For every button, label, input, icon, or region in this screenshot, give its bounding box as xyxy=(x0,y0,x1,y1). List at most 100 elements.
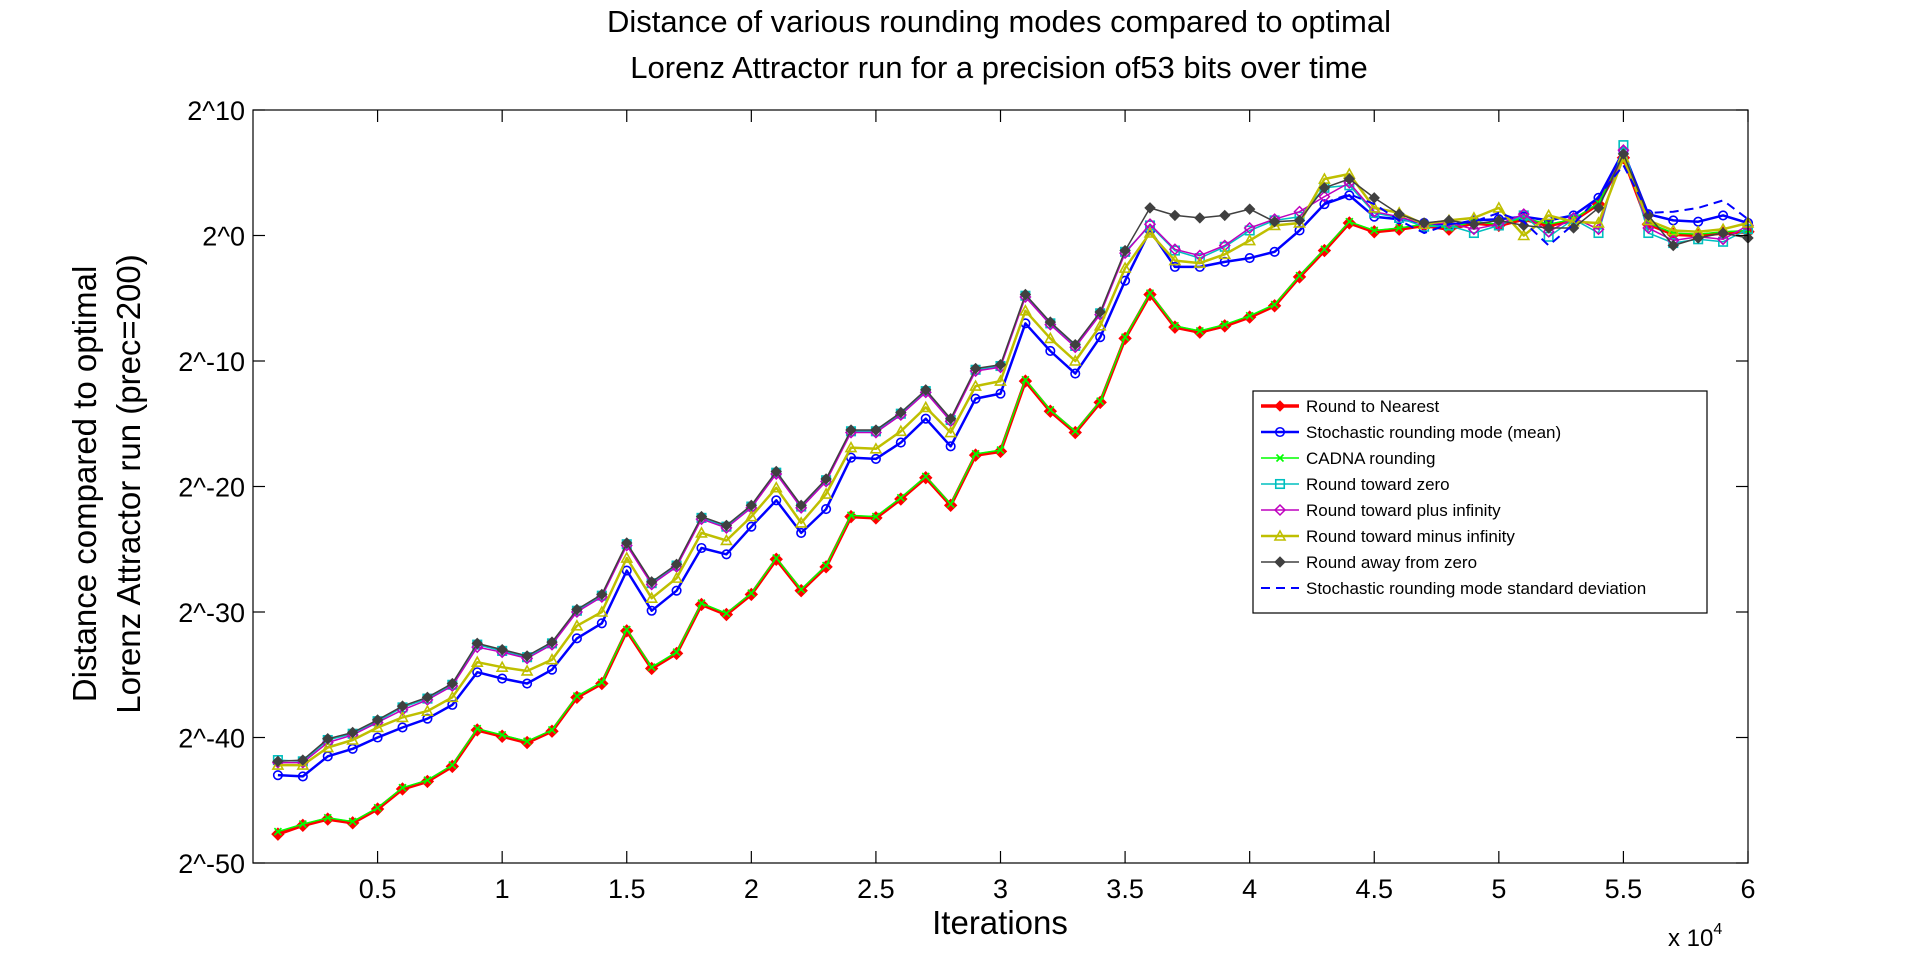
legend-item-4: Round toward plus infinity xyxy=(1261,501,1501,520)
data-point-5-54 xyxy=(1617,151,1630,163)
data-point-5-44 xyxy=(1367,201,1381,213)
data-point-2-4 xyxy=(373,803,382,812)
legend: Round to Nearest Stochastic rounding mode… xyxy=(1252,390,1708,614)
data-point-6-49 xyxy=(1493,214,1505,227)
data-point-5-23 xyxy=(844,440,858,453)
data-point-2-39 xyxy=(1245,311,1254,320)
data-point-1-33 xyxy=(1095,332,1106,343)
data-point-0-29 xyxy=(993,444,1008,459)
data-point-5-56 xyxy=(1666,223,1680,236)
data-point-5-12 xyxy=(570,619,584,631)
data-point-5-5 xyxy=(396,710,409,723)
data-point-4-37 xyxy=(1193,249,1206,262)
data-point-6-21 xyxy=(795,499,807,512)
legend-label-6: Round away from zero xyxy=(1306,553,1477,572)
data-point-2-16 xyxy=(672,648,681,657)
data-point-5-6 xyxy=(421,704,434,716)
data-point-5-37 xyxy=(1193,256,1207,268)
x-axis-multiplier-base: x 10 xyxy=(1668,925,1713,952)
data-point-5-3 xyxy=(346,733,360,745)
data-point-0-40 xyxy=(1267,299,1282,313)
data-point-2-2 xyxy=(323,813,332,822)
data-point-5-22 xyxy=(819,487,833,499)
data-point-1-16 xyxy=(671,585,682,596)
data-point-1-10 xyxy=(522,678,533,689)
legend-label-7: Stochastic rounding mode standard deviat… xyxy=(1306,579,1646,598)
legend-box xyxy=(1252,390,1708,614)
data-point-5-27 xyxy=(944,425,958,438)
legend-item-2: CADNA rounding xyxy=(1261,449,1435,468)
data-point-6-5 xyxy=(396,700,409,712)
data-point-6-30 xyxy=(1019,288,1032,301)
data-point-6-39 xyxy=(1243,203,1256,215)
data-point-6-33 xyxy=(1094,306,1106,318)
x-tick-label-10: 5.5 xyxy=(1605,874,1643,904)
data-point-5-16 xyxy=(670,571,683,583)
data-point-2-3 xyxy=(348,817,357,826)
x-tick-label-2: 1.5 xyxy=(608,874,646,904)
data-point-1-17 xyxy=(696,542,707,554)
data-point-5-50 xyxy=(1517,228,1531,241)
data-point-5-36 xyxy=(1168,253,1182,266)
data-point-6-54 xyxy=(1617,148,1630,160)
data-point-2-1 xyxy=(298,820,307,829)
data-point-6-0 xyxy=(272,755,284,768)
data-point-0-7 xyxy=(445,759,460,774)
legend-label-2: CADNA rounding xyxy=(1306,449,1435,468)
legend-swatch-marker-4 xyxy=(1273,503,1287,517)
data-point-6-7 xyxy=(446,677,459,690)
data-point-6-38 xyxy=(1219,209,1231,222)
legend-item-0: Round to Nearest xyxy=(1261,397,1440,416)
y-tick-label-5: 2^0 xyxy=(202,222,245,252)
data-point-0-36 xyxy=(1168,320,1182,334)
data-point-5-38 xyxy=(1218,247,1232,260)
data-point-5-33 xyxy=(1093,319,1107,331)
data-point-1-0 xyxy=(272,770,283,781)
x-tick-label-6: 3.5 xyxy=(1106,874,1144,904)
data-point-1-19 xyxy=(746,521,757,532)
data-point-5-24 xyxy=(869,442,883,454)
data-point-1-24 xyxy=(870,453,881,464)
data-point-5-55 xyxy=(1641,213,1655,226)
y-tick-label-0: 2^-50 xyxy=(178,849,245,879)
legend-swatch-marker-6 xyxy=(1274,556,1286,568)
data-point-2-40 xyxy=(1270,300,1279,309)
data-point-2-22 xyxy=(822,561,831,570)
data-point-1-20 xyxy=(771,495,782,506)
data-point-6-13 xyxy=(596,588,608,601)
data-point-1-25 xyxy=(895,437,906,448)
series-line-7 xyxy=(1324,164,1749,247)
data-point-5-29 xyxy=(994,374,1007,386)
legend-label-1: Stochastic rounding mode (mean) xyxy=(1306,423,1561,442)
data-point-0-16 xyxy=(669,646,684,661)
data-point-6-47 xyxy=(1443,214,1455,227)
data-point-6-27 xyxy=(944,413,957,425)
data-point-6-2 xyxy=(322,733,334,745)
data-point-1-18 xyxy=(721,549,732,560)
data-point-6-8 xyxy=(471,637,483,650)
data-point-6-29 xyxy=(994,359,1007,371)
data-point-6-34 xyxy=(1119,244,1131,257)
data-point-2-25 xyxy=(896,493,905,502)
data-point-1-58 xyxy=(1718,210,1729,221)
data-point-2-17 xyxy=(697,599,706,608)
data-point-5-35 xyxy=(1143,226,1157,238)
x-tick-label-1: 1 xyxy=(495,874,510,904)
data-point-1-27 xyxy=(945,441,956,452)
legend-item-3: Round toward zero xyxy=(1261,475,1450,494)
data-point-5-25 xyxy=(894,424,908,437)
data-point-5-32 xyxy=(1068,354,1082,366)
data-point-6-53 xyxy=(1592,202,1605,214)
data-point-2-24 xyxy=(871,512,880,521)
data-point-0-2 xyxy=(321,812,335,826)
data-point-6-57 xyxy=(1692,232,1704,244)
data-point-5-17 xyxy=(695,526,708,538)
data-point-5-7 xyxy=(445,690,459,703)
data-point-1-5 xyxy=(397,722,408,733)
x-tick-label-3: 2 xyxy=(744,874,759,904)
data-point-5-19 xyxy=(744,509,758,522)
legend-label-4: Round toward plus infinity xyxy=(1306,501,1501,520)
legend-item-7: Stochastic rounding mode standard deviat… xyxy=(1261,579,1646,598)
data-point-5-1 xyxy=(296,758,310,770)
data-point-5-49 xyxy=(1492,201,1506,213)
